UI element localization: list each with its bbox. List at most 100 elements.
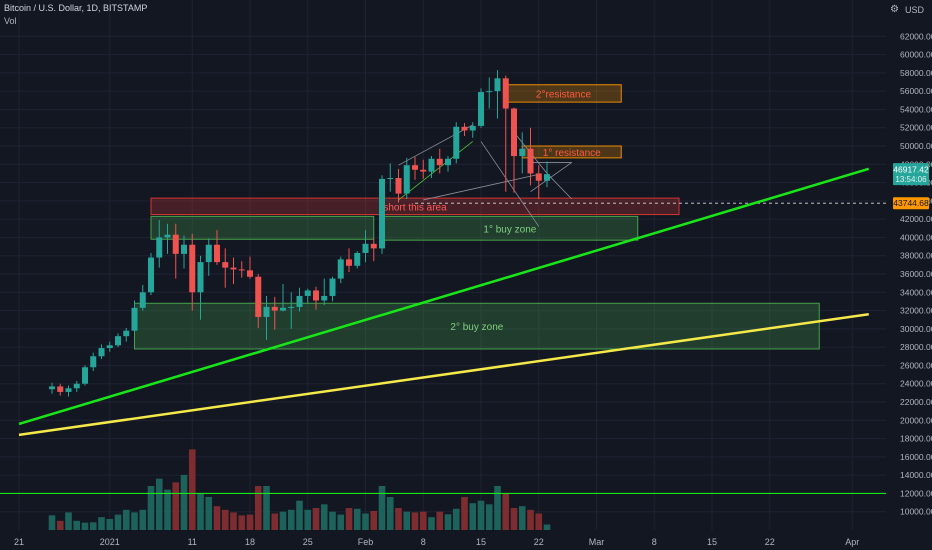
volume-bar xyxy=(254,486,262,530)
candle-body xyxy=(494,78,501,92)
candle-body xyxy=(329,278,336,296)
volume-label: Vol xyxy=(4,16,17,26)
y-tick-label: 20000.00 xyxy=(900,415,932,425)
annotation-box xyxy=(150,197,680,216)
candle-body xyxy=(346,259,352,266)
volume-bar xyxy=(230,512,237,530)
annotation-label: 1° resistance xyxy=(543,148,601,159)
candle-body xyxy=(461,126,468,131)
y-tick-label: 60000.00 xyxy=(900,50,932,60)
volume-bar xyxy=(246,514,254,530)
level-price-text: 43744.68 xyxy=(893,198,929,208)
candle-body xyxy=(445,158,451,166)
y-tick-label: 42000.00 xyxy=(900,214,932,224)
candle-body xyxy=(337,259,344,279)
y-tick-label: 34000.00 xyxy=(900,287,932,297)
candle-body xyxy=(321,295,328,301)
y-tick-label: 38000.00 xyxy=(900,251,932,261)
chart-settings-icon[interactable]: ⚙ xyxy=(890,4,899,15)
x-tick-label: 2021 xyxy=(100,537,120,547)
x-tick-label: Mar xyxy=(589,537,605,547)
candle-body xyxy=(139,292,146,308)
x-tick-label: 21 xyxy=(14,537,24,547)
candle-body xyxy=(296,295,303,307)
volume-bar xyxy=(73,520,81,530)
volume-bar xyxy=(337,514,345,530)
candle-body xyxy=(395,178,402,194)
candle-body xyxy=(57,386,64,392)
candle-body xyxy=(90,356,97,368)
candle-body xyxy=(247,270,253,277)
volume-bar xyxy=(386,497,394,530)
top-right-controls: ⚙ USD xyxy=(890,4,924,15)
annotation-label: 1° buy zone xyxy=(483,224,536,235)
candle-body xyxy=(280,307,286,311)
volume-bar xyxy=(48,515,56,530)
volume-bar xyxy=(271,513,279,530)
x-tick-label: 25 xyxy=(303,537,313,547)
y-tick-label: 24000.00 xyxy=(900,379,932,389)
currency-label[interactable]: USD xyxy=(904,4,924,15)
y-tick-label: 36000.00 xyxy=(900,269,932,279)
chart-title: Bitcoin / U.S. Dollar, 1D, BITSTAMP xyxy=(4,3,148,13)
candle-body xyxy=(453,126,460,159)
y-tick-label: 62000.00 xyxy=(900,31,932,41)
y-tick-label: 14000.00 xyxy=(900,470,932,480)
y-tick-label: 18000.00 xyxy=(900,434,932,444)
trend-line xyxy=(18,167,870,426)
candle-body xyxy=(412,165,418,170)
candle-body xyxy=(313,290,319,301)
volume-bar xyxy=(304,509,312,530)
candle-body xyxy=(403,165,410,194)
volume-bar xyxy=(287,509,295,530)
candle-body xyxy=(49,386,55,390)
volume-bar xyxy=(213,506,221,530)
volume-bar xyxy=(172,482,180,530)
y-tick-label: 58000.00 xyxy=(900,68,932,78)
volume-bar xyxy=(312,508,320,530)
y-tick-label: 28000.00 xyxy=(900,342,932,352)
volume-bar xyxy=(461,497,468,530)
volume-bar xyxy=(452,508,460,530)
candle-body xyxy=(420,169,427,172)
candle-body xyxy=(387,178,394,179)
y-tick-label: 26000.00 xyxy=(900,360,932,370)
candle-body xyxy=(535,173,542,181)
pattern-line xyxy=(546,173,573,200)
candle-body xyxy=(478,92,484,126)
volume-bar xyxy=(106,519,114,530)
candle-body xyxy=(214,244,220,263)
candle-body xyxy=(115,336,121,346)
candle-body xyxy=(527,148,534,174)
candle-body xyxy=(502,78,509,109)
trend-line xyxy=(18,312,869,437)
candle-body xyxy=(65,388,72,392)
volume-bar xyxy=(362,513,369,530)
volume-bar xyxy=(89,522,97,530)
volume-bar xyxy=(114,514,122,530)
volume-bar xyxy=(436,511,444,530)
volume-bar xyxy=(180,475,188,530)
candle-body xyxy=(73,383,80,389)
annotation-box xyxy=(150,215,375,240)
y-tick-label: 12000.00 xyxy=(900,488,932,498)
volume-bar xyxy=(164,489,171,530)
current-price-text: 46917.42 xyxy=(893,165,929,175)
volume-bar xyxy=(403,511,411,530)
candle-body xyxy=(123,330,130,337)
volume-bar xyxy=(502,493,510,530)
volume-bar xyxy=(518,506,526,530)
candle-body xyxy=(164,234,171,238)
volume-bar xyxy=(494,486,501,530)
x-tick-label: 15 xyxy=(707,537,717,547)
volume-bar xyxy=(485,504,493,530)
volume-bar xyxy=(205,497,213,530)
annotation-label: short this area xyxy=(383,202,447,213)
volume-bar xyxy=(81,522,89,530)
y-tick-label: 54000.00 xyxy=(900,104,932,114)
y-tick-label: 56000.00 xyxy=(900,86,932,96)
y-tick-label: 16000.00 xyxy=(900,452,932,462)
volume-bar xyxy=(353,508,361,530)
volume-bar xyxy=(279,511,287,530)
